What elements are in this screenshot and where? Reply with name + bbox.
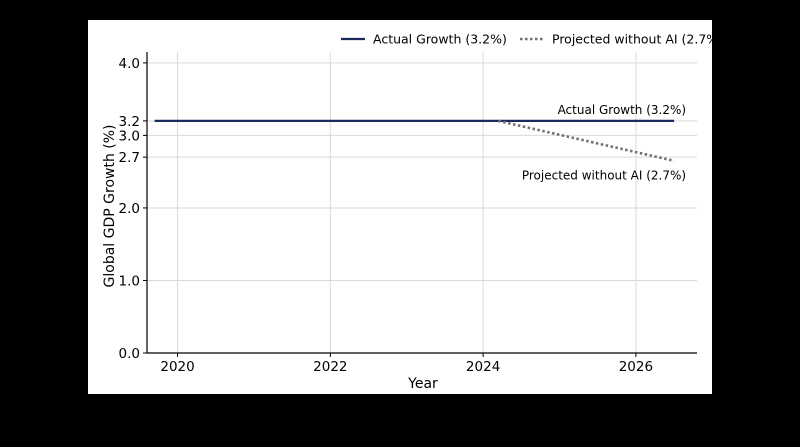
y-tick-label: 1.0: [119, 273, 140, 289]
x-tick-label: 2024: [466, 359, 500, 375]
y-tick-label: 3.2: [119, 114, 140, 130]
tick-labels: 2020 2022 2024 2026 0.0 1.0 2.0 2.7 3.03.2 4.0: [119, 56, 654, 375]
x-tick-label: 2020: [160, 359, 194, 375]
legend: Actual Growth (3.2%) Projected without AI…: [341, 32, 723, 47]
legend-label-2: Projected without AI (2.7%): [552, 32, 723, 47]
x-tick-label: 2022: [313, 359, 347, 375]
axes: [143, 52, 697, 357]
legend-label-1: Actual Growth (3.2%): [373, 32, 507, 47]
y-tick-label: 4.0: [119, 56, 140, 72]
x-tick-label: 2026: [619, 359, 653, 375]
annotation-label-2: Projected without AI (2.7%): [522, 168, 686, 182]
y-tick-label: 2.0: [119, 201, 140, 217]
annotations: Actual Growth (3.2%) Projected without AI…: [522, 103, 686, 182]
y-tick-label: 0.0: [119, 346, 140, 362]
plot-series: [154, 119, 675, 163]
x-axis-label: Year: [407, 376, 438, 392]
annotation-label-1: Actual Growth (3.2%): [558, 103, 687, 117]
figure-background: [88, 20, 712, 394]
y-tick-label: 2.7: [119, 150, 140, 166]
y-tick-label: 3.0: [119, 128, 140, 144]
series-line-2: [498, 119, 675, 163]
y-axis-label: Global GDP Growth (%): [102, 125, 118, 288]
